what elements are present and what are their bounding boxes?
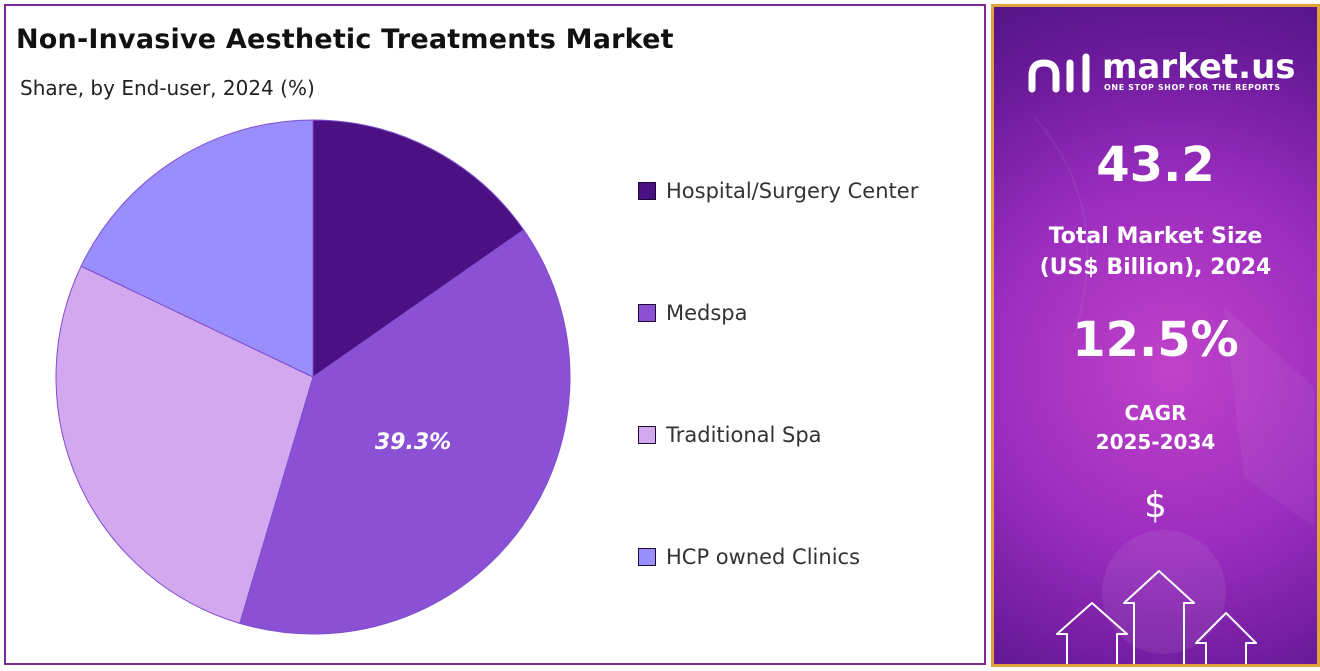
currency-symbol: $ bbox=[1144, 485, 1167, 526]
pie-slice-traditional-spa bbox=[55, 265, 314, 624]
legend-item: Hospital/Surgery Center bbox=[638, 176, 918, 206]
legend-swatch bbox=[638, 548, 656, 566]
brand-logo: market.us ONE STOP SHOP FOR THE REPORTS bbox=[1024, 47, 1304, 99]
background-decoration bbox=[1033, 116, 1314, 664]
legend-swatch bbox=[638, 304, 656, 322]
legend-swatch bbox=[638, 182, 656, 200]
legend-label: Hospital/Surgery Center bbox=[666, 179, 919, 203]
legend-swatch bbox=[638, 426, 656, 444]
pie-slice-hcp-owned-clinics bbox=[80, 119, 314, 378]
chart-title: Non-Invasive Aesthetic Treatments Market bbox=[16, 24, 674, 55]
brand-name: market.us bbox=[1102, 47, 1296, 87]
chart-panel: Non-Invasive Aesthetic Treatments Market… bbox=[4, 4, 986, 665]
cagr-value: 12.5% bbox=[1072, 312, 1239, 368]
brand-tagline: ONE STOP SHOP FOR THE REPORTS bbox=[1104, 83, 1281, 92]
legend-item: Traditional Spa bbox=[638, 420, 822, 450]
market-size-label: Total Market Size (US$ Billion), 2024 bbox=[994, 221, 1317, 283]
legend-label: Traditional Spa bbox=[666, 423, 822, 447]
pie-chart: 39.3% bbox=[55, 119, 571, 635]
pie-slice-medspa bbox=[239, 229, 571, 635]
cagr-label-line2: 2025-2034 bbox=[1095, 430, 1216, 454]
legend-item: HCP owned Clinics bbox=[638, 542, 860, 572]
up-arrow-icon bbox=[1056, 570, 1257, 664]
cagr-label: CAGR 2025-2034 bbox=[994, 399, 1317, 457]
data-label-medspa: 39.3% bbox=[375, 430, 451, 455]
market-size-value: 43.2 bbox=[1096, 137, 1215, 193]
cagr-label-line1: CAGR bbox=[1124, 401, 1187, 425]
market-size-label-line1: Total Market Size bbox=[1048, 224, 1263, 249]
legend-item: Medspa bbox=[638, 298, 748, 328]
pie-slice-hospital-surgery-center bbox=[312, 119, 525, 378]
chart-subtitle: Share, by End-user, 2024 (%) bbox=[20, 76, 315, 100]
legend-label: HCP owned Clinics bbox=[666, 545, 861, 569]
legend-label: Medspa bbox=[666, 301, 748, 325]
summary-panel: market.us ONE STOP SHOP FOR THE REPORTS … bbox=[991, 4, 1320, 667]
market-size-label-line2: (US$ Billion), 2024 bbox=[1039, 255, 1272, 280]
market-us-logo-icon bbox=[1028, 53, 1090, 93]
